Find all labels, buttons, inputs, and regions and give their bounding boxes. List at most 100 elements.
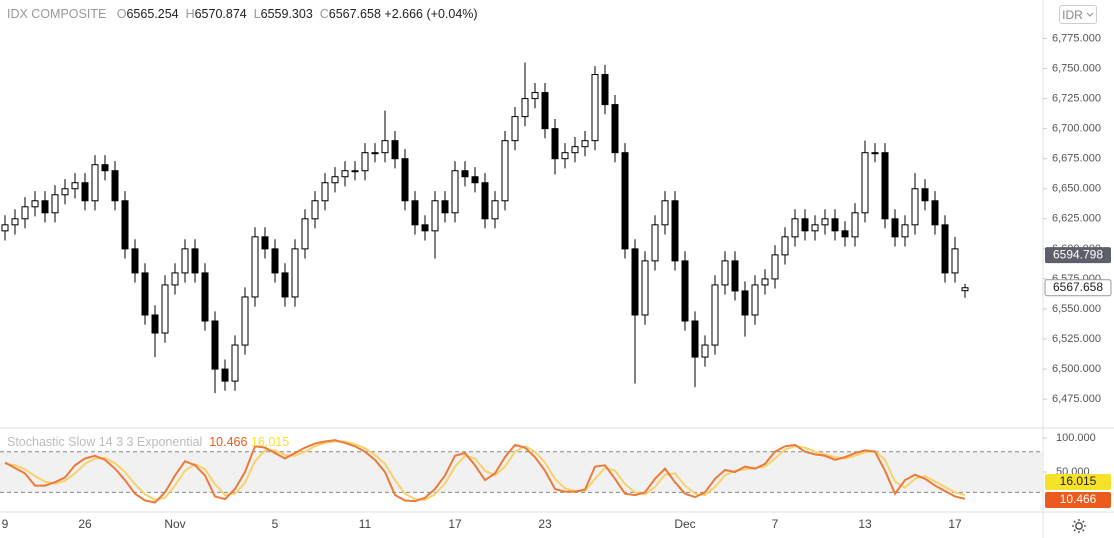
- candle-body: [11, 218, 19, 226]
- low-value: 6559.303: [260, 7, 313, 21]
- candle-body: [441, 200, 449, 214]
- candle-body: [581, 140, 589, 148]
- candle-body: [731, 260, 739, 292]
- candle-body: [851, 212, 859, 238]
- candle-body: [771, 254, 779, 280]
- candle-body: [831, 218, 839, 232]
- candle-body: [271, 248, 279, 274]
- candle-body: [901, 224, 909, 238]
- y-tick-label: 100.000: [1056, 432, 1096, 444]
- y-tick-label: 6,750.000: [1052, 62, 1101, 74]
- value-box: [1045, 492, 1111, 508]
- candle-body: [91, 164, 99, 202]
- currency-button[interactable]: IDR: [1059, 5, 1097, 24]
- last-price-label: 6567.658: [1053, 280, 1103, 294]
- symbol: IDX COMPOSITE: [7, 7, 107, 21]
- candle-body: [551, 128, 559, 160]
- x-tick-label: 5: [272, 517, 279, 531]
- ohlc-label: O: [116, 7, 127, 21]
- candle-body: [811, 224, 819, 232]
- x-tick-label: 26: [78, 517, 92, 531]
- candle-body: [671, 200, 679, 262]
- candle-body: [181, 248, 189, 274]
- candle-body: [241, 296, 249, 346]
- candle-body: [201, 272, 209, 322]
- candle-body: [221, 368, 229, 382]
- y-tick-label: 6,775.000: [1052, 32, 1101, 44]
- candle-body: [41, 200, 49, 214]
- candle-body: [331, 176, 339, 184]
- candle-body: [801, 218, 809, 232]
- candle-body: [211, 320, 219, 370]
- high-value: 6570.874: [194, 7, 247, 21]
- candle-body: [781, 236, 789, 256]
- candle-body: [751, 284, 759, 316]
- candle-body: [891, 218, 899, 238]
- candle-body: [51, 194, 59, 214]
- candle-body: [421, 224, 429, 232]
- settings-icon[interactable]: [1072, 519, 1086, 533]
- k-value: 10.466: [209, 435, 248, 449]
- close-value: 6567.658: [328, 7, 381, 21]
- ohlc-label: L: [253, 7, 261, 21]
- candle-body: [191, 248, 199, 274]
- candle-body: [101, 164, 109, 172]
- ohlc-label: C: [319, 7, 329, 21]
- candle-body: [341, 170, 349, 178]
- candle-body: [161, 284, 169, 334]
- candle-body: [501, 140, 509, 202]
- chevron: [1086, 12, 1094, 17]
- indicator-header: Stochastic Slow 14 3 3 Exponential 10.46…: [7, 435, 289, 449]
- candle-body: [301, 218, 309, 250]
- candle-body: [151, 314, 159, 334]
- candle-body: [571, 146, 579, 154]
- candle-body: [941, 224, 949, 274]
- candle-body: [231, 344, 239, 382]
- candle-body: [451, 170, 459, 214]
- candle-body: [131, 248, 139, 274]
- candle-body: [281, 272, 289, 298]
- candle-body: [21, 206, 29, 220]
- candle-body: [881, 152, 889, 220]
- y-tick-label: 6,675.000: [1052, 153, 1101, 165]
- candle-body: [111, 170, 119, 202]
- candle-body: [261, 236, 269, 250]
- x-tick-label: 13: [858, 517, 872, 531]
- candle-body: [761, 278, 769, 286]
- candle-body: [871, 152, 879, 155]
- x-tick-label: 11: [359, 517, 372, 531]
- d-value: 16.015: [250, 435, 290, 449]
- value-box: [1045, 474, 1111, 490]
- y-tick-label: 6,725.000: [1052, 92, 1101, 104]
- candle-body: [461, 170, 469, 178]
- candle-body: [521, 98, 529, 118]
- candle-body: [691, 320, 699, 358]
- candle-body: [921, 188, 929, 202]
- candle-body: [791, 218, 799, 238]
- candle-body: [531, 92, 539, 100]
- candle-body: [821, 218, 829, 226]
- candle-body: [721, 260, 729, 286]
- candle-body: [601, 74, 609, 106]
- candle-body: [631, 248, 639, 316]
- y-tick-label: 6,500.000: [1052, 363, 1101, 375]
- change: +2.666: [384, 7, 423, 21]
- candle-body: [431, 200, 439, 232]
- candle-body: [311, 200, 319, 220]
- value-box-label: 10.466: [1060, 492, 1097, 506]
- candle-body: [841, 230, 849, 238]
- candle-body: [931, 200, 939, 226]
- y-tick-label: 6,650.000: [1052, 183, 1101, 195]
- candle-body: [741, 290, 749, 316]
- candle-body: [81, 182, 89, 202]
- header: IDX COMPOSITE O 6565.254 H 6570.874 L 6559.…: [7, 7, 478, 21]
- candle-body: [711, 284, 719, 346]
- candle-body: [911, 188, 919, 226]
- value-box-label: 16.015: [1060, 474, 1097, 488]
- candle-body: [291, 248, 299, 298]
- stoch-line: [4, 439, 966, 504]
- candle-body: [71, 182, 79, 190]
- price-marker: [1045, 247, 1111, 264]
- candle-body: [391, 140, 399, 160]
